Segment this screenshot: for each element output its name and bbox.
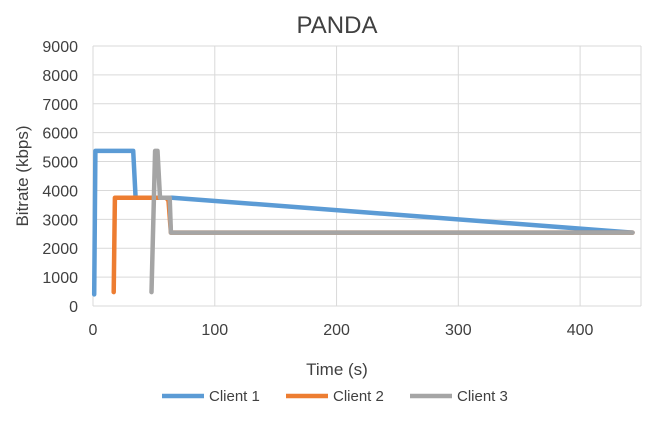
chart-title: PANDA	[297, 12, 378, 39]
legend-label: Client 2	[333, 388, 384, 405]
y-tick-label: 4000	[42, 183, 78, 200]
x-tick-label: 0	[89, 322, 98, 339]
y-tick-label: 7000	[42, 97, 78, 114]
x-axis-ticks: 0 100 200 300 400	[89, 322, 594, 339]
y-tick-label: 9000	[42, 39, 78, 56]
y-tick-label: 2000	[42, 241, 78, 258]
x-tick-label: 300	[445, 322, 472, 339]
y-tick-label: 5000	[42, 155, 78, 172]
x-tick-label: 200	[323, 322, 350, 339]
y-tick-label: 0	[69, 299, 78, 316]
y-tick-label: 8000	[42, 68, 78, 85]
grid	[92, 45, 642, 307]
legend-label: Client 1	[209, 388, 260, 405]
series-lines	[91, 148, 635, 297]
y-tick-label: 6000	[42, 126, 78, 143]
y-tick-label: 3000	[42, 212, 78, 229]
y-tick-label: 1000	[42, 270, 78, 287]
y-axis-label: Bitrate (kbps)	[13, 125, 32, 226]
x-tick-label: 400	[567, 322, 594, 339]
x-axis-label: Time (s)	[306, 360, 368, 379]
series-line-client-3	[149, 148, 635, 295]
x-tick-label: 100	[201, 322, 228, 339]
legend-label: Client 3	[457, 388, 508, 405]
y-axis-ticks: 0 1000 2000 3000 4000 5000 6000 7000 8000 9000	[42, 39, 78, 316]
legend: Client 1 Client 2 Client 3	[162, 388, 508, 405]
series-line-client-1	[91, 148, 635, 297]
